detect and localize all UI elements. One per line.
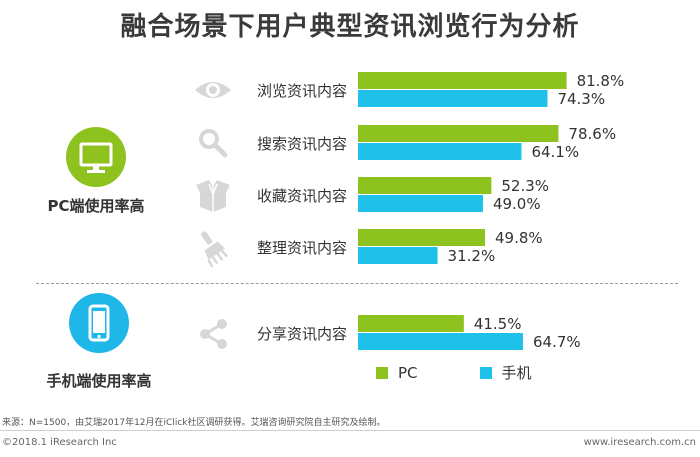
bar-mobile	[358, 90, 548, 107]
legend-label-pc: PC	[398, 363, 418, 382]
bar-pc	[358, 72, 567, 89]
copyright: ©2018.1 iResearch Inc	[2, 437, 117, 448]
data-label: 78.6%	[568, 125, 616, 143]
category-label: 浏览资讯内容	[257, 82, 347, 100]
category-label: 整理资讯内容	[257, 239, 347, 257]
bar-pc	[358, 315, 464, 332]
category-label: 收藏资讯内容	[257, 187, 347, 205]
category-label: 搜索资讯内容	[257, 135, 347, 153]
legend-label-mobile: 手机	[501, 364, 532, 382]
smartphone-icon	[88, 304, 110, 342]
brush-icon	[201, 231, 229, 268]
box-icon	[196, 180, 230, 212]
chart-title: 融合场景下用户典型资讯浏览行为分析	[120, 12, 580, 42]
pc-group-label: PC端使用率高	[47, 197, 145, 215]
data-label: 64.1%	[531, 143, 579, 161]
data-label: 49.8%	[495, 229, 543, 247]
bar-pc	[358, 177, 492, 194]
legend-item-pc: PC	[376, 364, 418, 382]
source-note: 来源：N=1500，由艾瑞2017年12月在iClick社区调研获得。艾瑞咨询研…	[2, 418, 386, 428]
website: www.iresearch.com.cn	[583, 437, 696, 448]
monitor-icon	[79, 142, 113, 173]
data-label: 41.5%	[474, 315, 522, 333]
data-label: 49.0%	[493, 195, 541, 213]
eye-icon	[195, 82, 231, 98]
data-label: 81.8%	[577, 72, 625, 90]
legend-item-mobile: 手机	[479, 362, 532, 383]
legend: PC 手机	[376, 362, 594, 383]
divider	[36, 283, 678, 284]
data-label: 52.3%	[501, 177, 549, 195]
bar-mobile	[358, 143, 522, 160]
bar-mobile	[358, 247, 438, 264]
pc-circle	[66, 127, 126, 187]
bar-pc	[358, 125, 559, 142]
share-icon	[200, 319, 227, 349]
category-label: 分享资讯内容	[257, 325, 347, 343]
data-label: 74.3%	[557, 90, 605, 108]
legend-swatch-mobile	[479, 366, 492, 379]
footer-divider	[0, 430, 700, 431]
bar-pc	[358, 229, 485, 246]
magnifier-icon	[199, 129, 228, 158]
legend-swatch-pc	[376, 366, 388, 379]
bar-mobile	[358, 333, 523, 350]
data-label: 64.7%	[533, 333, 581, 351]
mobile-group-label: 手机端使用率高	[46, 372, 152, 390]
bar-mobile	[358, 195, 483, 212]
data-label: 31.2%	[448, 247, 496, 265]
